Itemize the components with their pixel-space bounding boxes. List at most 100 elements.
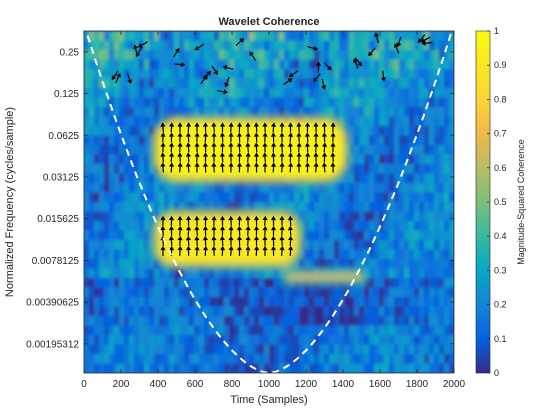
heatmap-cell (404, 88, 410, 99)
heatmap-cell (164, 40, 170, 51)
heatmap-cell (364, 202, 370, 213)
heatmap-cell (309, 192, 315, 203)
heatmap-cell (249, 202, 255, 213)
heatmap-cell (444, 50, 450, 61)
colorbar-tick-label: 0.5 (494, 197, 507, 207)
heatmap-cell (429, 69, 435, 80)
phase-arrow (321, 152, 328, 163)
heatmap-cell (379, 316, 385, 327)
heatmap-cell (394, 31, 400, 42)
heatmap-cell (414, 249, 420, 260)
x-tick-label: 1000 (258, 379, 281, 390)
heatmap-cell (319, 316, 325, 327)
heatmap-cell (334, 192, 340, 203)
heatmap-cell (229, 287, 235, 298)
heatmap-cell (359, 173, 365, 184)
heatmap-cell (409, 88, 415, 99)
heatmap-cell (279, 31, 285, 42)
heatmap-cell (254, 344, 260, 355)
heatmap-cell (99, 192, 105, 203)
heatmap-cell (299, 192, 305, 203)
heatmap-cell (219, 297, 225, 308)
heatmap-cell (254, 192, 260, 203)
heatmap-cell (394, 221, 400, 232)
heatmap-cell (309, 40, 315, 51)
heatmap-cell (134, 192, 140, 203)
heatmap-cell (109, 88, 115, 99)
heatmap-cell (414, 268, 420, 279)
phase-arrow (304, 142, 311, 153)
heatmap-cell (284, 287, 290, 298)
heatmap-cell (224, 325, 230, 336)
heatmap-cell (179, 363, 185, 373)
heatmap-cell (89, 316, 95, 327)
heatmap-cell (219, 306, 225, 317)
heatmap-cell (244, 50, 250, 61)
heatmap-cell (444, 240, 450, 251)
heatmap-cell (319, 354, 325, 365)
heatmap-cell (404, 259, 410, 270)
heatmap-cell (219, 354, 225, 365)
y-tick-label: 0.03125 (43, 172, 80, 183)
heatmap-cell (104, 268, 110, 279)
heatmap-cell (109, 363, 115, 373)
heatmap-cell (104, 306, 110, 317)
heatmap-cell (269, 78, 275, 89)
heatmap-cell (344, 107, 350, 118)
heatmap-cell (364, 211, 370, 222)
heatmap-cell (324, 354, 330, 365)
y-tick-label: 0.00195312 (26, 339, 79, 350)
heatmap-cell (109, 221, 115, 232)
heatmap-cell (84, 344, 90, 355)
heatmap-cell (314, 316, 320, 327)
heatmap-cell (444, 59, 450, 70)
heatmap-cell (339, 50, 345, 61)
heatmap-cell (374, 126, 380, 137)
heatmap-cell (129, 211, 135, 222)
phase-arrow (304, 162, 311, 173)
heatmap-cell (189, 325, 195, 336)
heatmap-cell (414, 78, 420, 89)
phase-arrow (288, 70, 299, 78)
phase-arrow (211, 152, 217, 163)
heatmap-cell (279, 287, 285, 298)
heatmap-cell (109, 249, 115, 260)
heatmap-cell (254, 78, 260, 89)
heatmap-cell (364, 154, 370, 165)
heatmap-cell (294, 202, 300, 213)
heatmap-cell (394, 344, 400, 355)
heatmap-cell (289, 354, 295, 365)
heatmap-cell (379, 306, 385, 317)
heatmap-cell (419, 50, 425, 61)
heatmap-cell (94, 325, 100, 336)
heatmap-cell (394, 164, 400, 175)
heatmap-cell (209, 59, 215, 70)
heatmap-cell (309, 325, 315, 336)
heatmap-cell (139, 154, 145, 165)
heatmap-cell (134, 259, 140, 270)
heatmap-cell (99, 126, 105, 137)
heatmap-cell (444, 249, 450, 260)
heatmap-cell (384, 363, 390, 373)
heatmap-cell (194, 306, 200, 317)
phase-arrow (169, 122, 175, 133)
heatmap-cell (409, 164, 415, 175)
heatmap-cell (204, 97, 210, 108)
heatmap-cell (119, 192, 125, 203)
heatmap-cell (144, 154, 150, 165)
x-axis: 0 200 400 600 800 1000 1200 1400 1600 1800 2000 (81, 31, 466, 390)
heatmap-cell (264, 344, 270, 355)
heatmap-cell (109, 259, 115, 270)
heatmap-cell (174, 354, 180, 365)
heatmap-cell (194, 59, 200, 70)
heatmap-cell (89, 221, 95, 232)
heatmap-cell (384, 183, 390, 194)
phase-arrow (224, 76, 230, 88)
heatmap-cell (334, 50, 340, 61)
heatmap-cell (399, 192, 405, 203)
heatmap-cell (139, 354, 145, 365)
heatmap-cell (84, 249, 90, 260)
heatmap-cell (424, 268, 430, 279)
heatmap-cell (109, 202, 115, 213)
heatmap-cell (429, 230, 435, 241)
